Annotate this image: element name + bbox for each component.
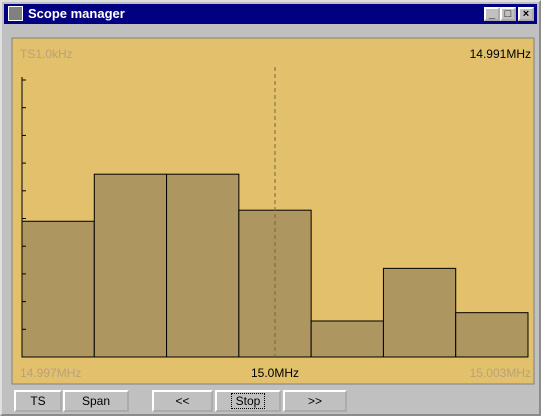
bar [382, 267, 457, 358]
display-label: 14.997MHz [20, 366, 81, 380]
scope-display: TS1.0kHz 14.991MHz 14.997MHz 15.0MHz 15.… [11, 37, 535, 385]
toolbar-button[interactable]: Span [63, 390, 129, 412]
toolbar-button[interactable]: Stop [215, 390, 281, 412]
display-label: 15.003MHz [470, 366, 531, 380]
app-icon [8, 6, 23, 21]
title-bar: Scope manager _ □ × [4, 4, 537, 24]
close-button[interactable]: × [518, 7, 534, 21]
display-label: 14.991MHz [470, 47, 531, 61]
window-title: Scope manager [28, 6, 125, 21]
maximize-button[interactable]: □ [500, 7, 516, 21]
bar [310, 320, 384, 358]
toolbar-button[interactable]: << [152, 390, 213, 412]
display-label: TS1.0kHz [20, 47, 73, 61]
button-label: >> [307, 394, 322, 408]
button-label: Span [81, 394, 111, 408]
bar [455, 312, 529, 358]
display-label: 15.0MHz [251, 366, 299, 380]
minimize-button[interactable]: _ [484, 7, 500, 21]
toolbar-button[interactable]: TS [14, 390, 62, 412]
bar [166, 173, 240, 358]
button-label: << [175, 394, 190, 408]
toolbar-button[interactable]: >> [283, 390, 347, 412]
bar [93, 173, 168, 358]
bar [21, 220, 95, 358]
button-label: TS [30, 394, 46, 408]
button-label: Stop [230, 393, 266, 409]
